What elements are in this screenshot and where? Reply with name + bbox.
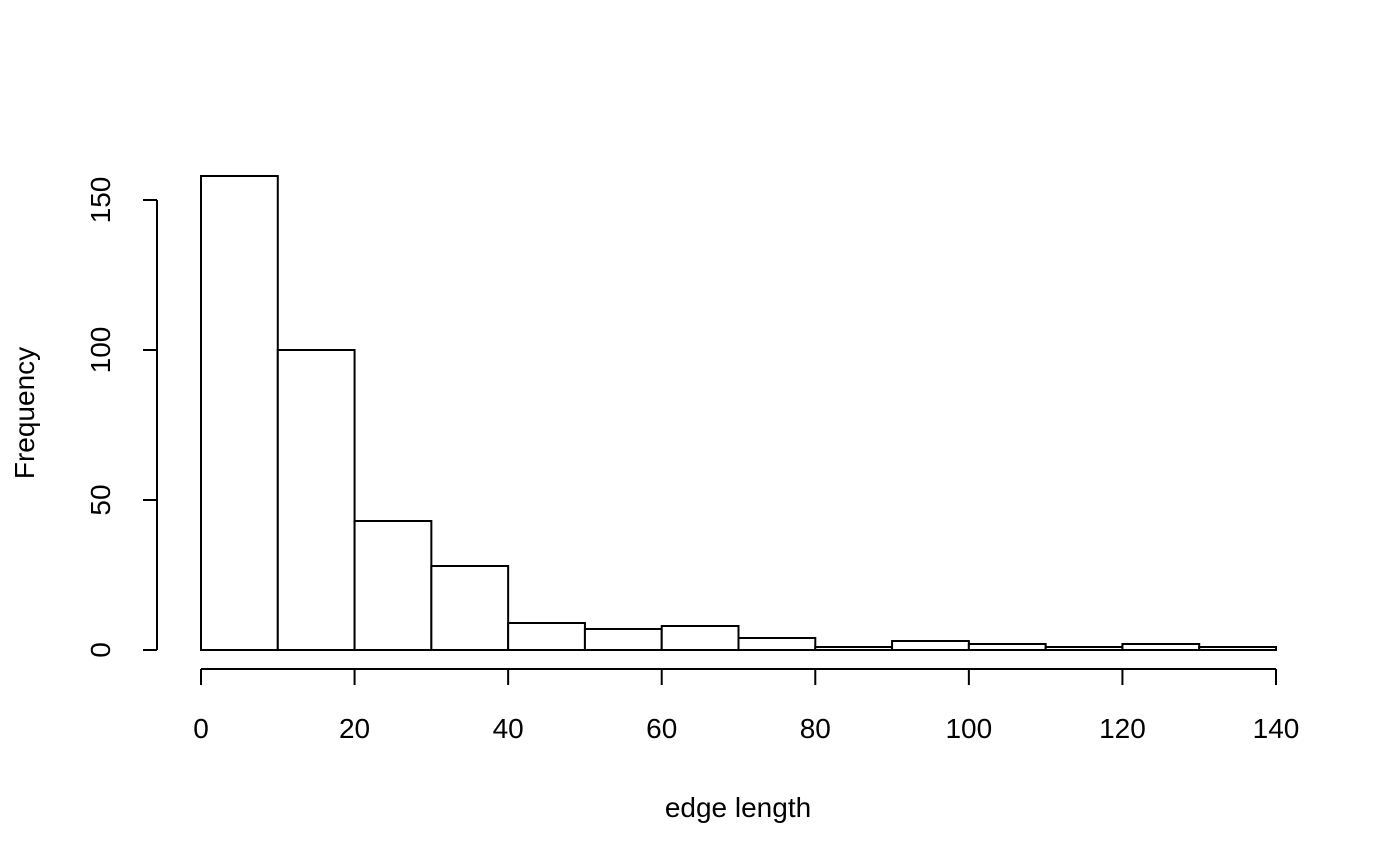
x-tick-label: 20 xyxy=(339,713,370,744)
x-tick-label: 140 xyxy=(1253,713,1300,744)
histogram-bar xyxy=(200,175,279,651)
x-tick-label: 80 xyxy=(800,713,831,744)
x-tick-label: 100 xyxy=(945,713,992,744)
y-axis: 0 50 100 150 xyxy=(85,177,158,658)
x-tick-label: 60 xyxy=(646,713,677,744)
histogram-bar xyxy=(660,625,740,651)
x-axis: 0 20 40 60 80 100 120 140 xyxy=(193,668,1300,744)
histogram-bar xyxy=(891,640,970,651)
x-tick-label: 40 xyxy=(493,713,524,744)
y-tick-label: 50 xyxy=(85,484,116,515)
histogram-bar xyxy=(276,349,356,651)
histogram-bar xyxy=(353,520,433,651)
histogram-bar xyxy=(967,643,1047,651)
y-tick-label: 100 xyxy=(85,327,116,374)
y-tick-label: 150 xyxy=(85,177,116,224)
histogram-bar xyxy=(430,565,510,651)
histogram-bar xyxy=(583,628,663,651)
y-axis-label: Frequency xyxy=(9,347,40,479)
bars-group xyxy=(200,175,1277,651)
x-tick-label: 0 xyxy=(193,713,209,744)
histogram-bar xyxy=(507,622,586,651)
histogram-bar xyxy=(1044,646,1124,651)
y-tick-label: 0 xyxy=(85,642,116,658)
x-tick-label: 120 xyxy=(1099,713,1146,744)
histogram-bar xyxy=(737,637,817,651)
histogram-bar xyxy=(814,646,894,651)
x-axis-label: edge length xyxy=(665,792,811,823)
histogram-bar xyxy=(1198,646,1277,651)
histogram-bar xyxy=(1121,643,1201,651)
